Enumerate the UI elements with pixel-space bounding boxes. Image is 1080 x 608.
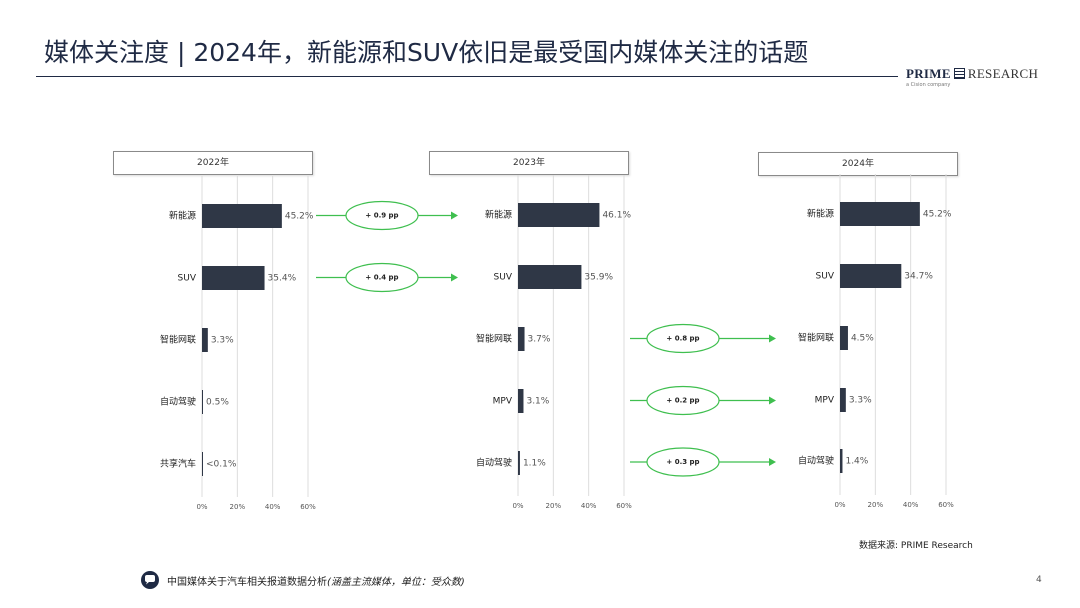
category-label: 新能源: [485, 209, 512, 221]
bar: [202, 390, 203, 414]
x-tick-label: 0%: [196, 503, 207, 511]
category-label: SUV: [494, 273, 513, 283]
bar: [840, 326, 848, 350]
category-label: 智能网联: [476, 333, 512, 345]
data-label: 3.7%: [528, 335, 551, 345]
data-label: 35.4%: [268, 274, 297, 284]
year-box-2023: 2023年: [429, 151, 629, 175]
data-label: 3.3%: [211, 336, 234, 346]
bar: [202, 452, 203, 476]
data-label: 34.7%: [904, 272, 933, 282]
bar: [202, 204, 282, 228]
data-label: 1.1%: [523, 459, 546, 469]
data-label: 35.9%: [584, 273, 613, 283]
prime-research-logo: PRIME RESEARCH a Cision company: [906, 66, 1051, 94]
bar: [840, 449, 843, 473]
bar: [202, 328, 208, 352]
bar: [840, 388, 846, 412]
page-title: 媒体关注度 | 2024年，新能源和SUV依旧是最受国内媒体关注的话题: [44, 38, 809, 67]
data-label: 45.2%: [923, 210, 952, 220]
x-tick-label: 60%: [300, 503, 316, 511]
logo-brand: PRIME: [906, 66, 951, 81]
change-arrowhead: [451, 211, 458, 220]
footer-main: 中国媒体关于汽车相关报道数据分析: [167, 577, 327, 588]
footer-caption: 中国媒体关于汽车相关报道数据分析(涵盖主流媒体，单位：受众数): [167, 573, 465, 588]
x-tick-label: 60%: [616, 502, 632, 510]
data-label: <0.1%: [206, 460, 237, 470]
logo-tagline: a Cision company: [906, 82, 951, 88]
data-label: 46.1%: [602, 211, 631, 221]
chat-bubble-icon: [141, 571, 159, 589]
change-ellipse: [646, 447, 720, 477]
bar: [518, 451, 520, 475]
change-label: + 0.8 pp: [666, 335, 699, 343]
data-label: 4.5%: [851, 334, 874, 344]
data-label: 1.4%: [845, 457, 868, 467]
change-arrowhead: [769, 334, 776, 343]
year-box-2022: 2022年: [113, 151, 313, 175]
change-label: + 0.2 pp: [666, 397, 699, 405]
change-ellipse: [646, 385, 720, 416]
x-tick-label: 20%: [546, 502, 562, 510]
bar: [518, 265, 582, 289]
category-label: 自动驾驶: [798, 455, 834, 467]
bar: [518, 389, 524, 413]
bar: [840, 202, 920, 226]
x-tick-label: 40%: [265, 503, 281, 511]
footer-note: (涵盖主流媒体，单位：受众数): [327, 577, 465, 588]
category-label: MPV: [815, 396, 835, 406]
logo-mark-icon: [953, 68, 965, 79]
page-number: 4: [1036, 575, 1042, 585]
x-tick-label: 20%: [868, 501, 884, 509]
category-label: 智能网联: [160, 334, 196, 346]
data-label: 45.2%: [285, 212, 314, 222]
bar: [840, 264, 902, 288]
category-label: SUV: [178, 274, 197, 284]
x-tick-label: 20%: [230, 503, 246, 511]
category-label: 自动驾驶: [160, 396, 196, 408]
change-label: + 0.4 pp: [365, 274, 398, 282]
bar: [202, 266, 265, 290]
x-tick-label: 0%: [834, 501, 845, 509]
x-tick-label: 0%: [512, 502, 523, 510]
category-label: SUV: [816, 272, 835, 282]
category-label: 自动驾驶: [476, 457, 512, 469]
change-ellipse: [646, 323, 720, 354]
category-label: 新能源: [807, 208, 834, 220]
change-ellipse: [345, 262, 419, 293]
bar: [518, 203, 600, 227]
change-arrowhead: [769, 458, 776, 466]
x-tick-label: 60%: [938, 501, 954, 509]
source-note: 数据来源: PRIME Research: [859, 541, 973, 551]
x-tick-label: 40%: [903, 501, 919, 509]
data-label: 0.5%: [206, 398, 229, 408]
bar: [518, 327, 525, 351]
data-label: 3.3%: [849, 396, 872, 406]
change-label: + 0.3 pp: [666, 458, 699, 466]
change-ellipse: [345, 200, 419, 231]
change-arrowhead: [769, 396, 776, 405]
year-box-2024: 2024年: [758, 152, 958, 176]
category-label: 共享汽车: [160, 458, 196, 470]
x-tick-label: 40%: [581, 502, 597, 510]
title-divider: [36, 76, 898, 77]
category-label: MPV: [493, 397, 513, 407]
category-label: 智能网联: [798, 332, 834, 344]
logo-brand2: RESEARCH: [967, 66, 1039, 81]
change-arrowhead: [451, 273, 458, 282]
category-label: 新能源: [169, 210, 196, 222]
change-label: + 0.9 pp: [365, 212, 398, 220]
data-label: 3.1%: [526, 397, 549, 407]
